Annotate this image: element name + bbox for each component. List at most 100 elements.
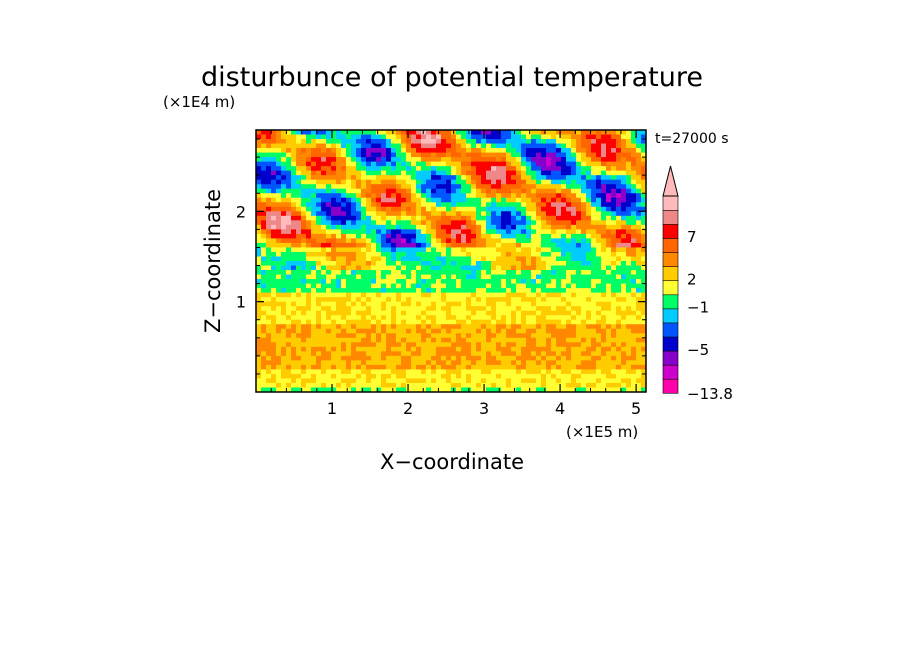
heatmap-cell <box>586 337 592 343</box>
heatmap-cell <box>271 170 277 176</box>
heatmap-cell <box>301 179 307 185</box>
heatmap-cell <box>426 143 432 149</box>
heatmap-cell <box>291 224 297 230</box>
heatmap-cell <box>581 166 587 172</box>
heatmap-cell <box>456 351 462 357</box>
heatmap-cell <box>271 251 277 257</box>
heatmap-cell <box>611 328 617 334</box>
heatmap-cell <box>406 130 412 136</box>
heatmap-cell <box>556 382 562 388</box>
heatmap-cell <box>401 161 407 167</box>
heatmap-cell <box>511 274 517 280</box>
heatmap-cell <box>631 148 637 154</box>
heatmap-cell <box>411 193 417 199</box>
heatmap-cell <box>431 206 437 212</box>
heatmap-cell <box>576 315 582 321</box>
heatmap-cell <box>376 211 382 217</box>
heatmap-cell <box>471 360 477 366</box>
heatmap-cell <box>281 197 287 203</box>
heatmap-cell <box>511 373 517 379</box>
heatmap-cell <box>271 301 277 307</box>
heatmap-cell <box>611 301 617 307</box>
heatmap-cell <box>286 288 292 294</box>
heatmap-cell <box>631 283 637 289</box>
heatmap-cell <box>496 369 502 375</box>
heatmap-cell <box>576 148 582 154</box>
heatmap-cell <box>631 229 637 235</box>
heatmap-cell <box>566 355 572 361</box>
heatmap-cell <box>256 261 262 267</box>
heatmap-cell <box>271 261 277 267</box>
heatmap-cell <box>306 251 312 257</box>
heatmap-cell <box>336 247 342 253</box>
heatmap-cell <box>296 328 302 334</box>
heatmap-cell <box>461 229 467 235</box>
heatmap-cell <box>486 378 492 384</box>
heatmap-cell <box>436 337 442 343</box>
heatmap-cell <box>591 310 597 316</box>
heatmap-cell <box>516 206 522 212</box>
heatmap-cell <box>416 373 422 379</box>
heatmap-cell <box>541 387 547 393</box>
heatmap-cell <box>556 161 562 167</box>
heatmap-cell <box>436 220 442 226</box>
heatmap-cell <box>471 342 477 348</box>
heatmap-cell <box>551 202 557 208</box>
heatmap-cell <box>556 319 562 325</box>
heatmap-cell <box>561 324 567 330</box>
heatmap-cell <box>336 373 342 379</box>
heatmap-cell <box>496 333 502 339</box>
heatmap-cell <box>316 301 322 307</box>
heatmap-cell <box>446 211 452 217</box>
heatmap-cell <box>511 288 517 294</box>
heatmap-cell <box>486 134 492 140</box>
heatmap-cell <box>261 211 267 217</box>
heatmap-cell <box>336 197 342 203</box>
heatmap-cell <box>531 270 537 276</box>
heatmap-cell <box>576 369 582 375</box>
heatmap-cell <box>591 215 597 221</box>
heatmap-cell <box>616 274 622 280</box>
heatmap-cell <box>381 143 387 149</box>
heatmap-cell <box>281 143 287 149</box>
heatmap-cell <box>381 224 387 230</box>
heatmap-cell <box>486 364 492 370</box>
heatmap-cell <box>521 382 527 388</box>
heatmap-cell <box>506 220 512 226</box>
heatmap-cell <box>311 242 317 248</box>
heatmap-cell <box>406 139 412 145</box>
heatmap-cell <box>361 242 367 248</box>
heatmap-cell <box>286 211 292 217</box>
heatmap-cell <box>636 139 642 145</box>
heatmap-cell <box>381 161 387 167</box>
heatmap-cell <box>456 152 462 158</box>
heatmap-cell <box>531 274 537 280</box>
heatmap-cell <box>616 387 622 393</box>
heatmap-cell <box>496 130 502 136</box>
heatmap-cell <box>476 193 482 199</box>
heatmap-cell <box>346 378 352 384</box>
heatmap-cell <box>306 279 312 285</box>
heatmap-cell <box>276 301 282 307</box>
heatmap-cell <box>401 319 407 325</box>
heatmap-cell <box>641 247 647 253</box>
heatmap-cell <box>431 233 437 239</box>
heatmap-cell <box>511 382 517 388</box>
heatmap-cell <box>336 387 342 393</box>
heatmap-cell <box>366 351 372 357</box>
heatmap-cell <box>526 130 532 136</box>
heatmap-cell <box>311 166 317 172</box>
heatmap-cell <box>551 288 557 294</box>
heatmap-cell <box>456 206 462 212</box>
heatmap-cell <box>551 179 557 185</box>
heatmap-cell <box>601 211 607 217</box>
heatmap-cell <box>521 351 527 357</box>
heatmap-cell <box>316 229 322 235</box>
heatmap-cell <box>511 134 517 140</box>
heatmap-cell <box>256 251 262 257</box>
heatmap-cell <box>506 333 512 339</box>
heatmap-cell <box>436 193 442 199</box>
heatmap-cell <box>531 224 537 230</box>
heatmap-cell <box>401 324 407 330</box>
heatmap-cell <box>486 148 492 154</box>
